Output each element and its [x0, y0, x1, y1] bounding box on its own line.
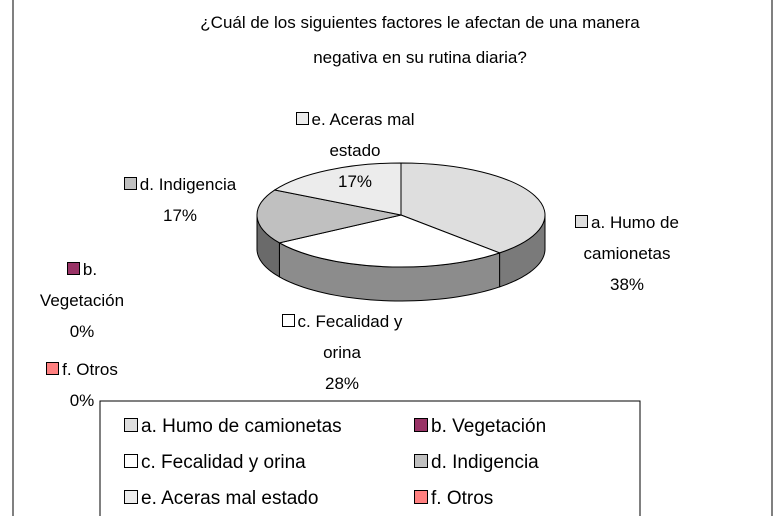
data-label-swatch [575, 215, 589, 228]
chart-frame [12, 0, 773, 516]
data-label: a. Humo de camionetas 38% [552, 207, 702, 300]
legend-swatch [414, 454, 428, 468]
legend-swatch [124, 454, 138, 468]
pie-slice [400, 162, 546, 254]
data-label-value: 28% [324, 374, 360, 393]
data-label: d. Indigencia 17% [95, 169, 265, 231]
legend-item: d. Indigencia [414, 452, 539, 474]
legend-label: c. Fecalidad y orina [141, 452, 306, 473]
data-label-value: 38% [609, 275, 645, 294]
legend-swatch [124, 418, 138, 432]
data-label-name: b. Vegetación [39, 260, 125, 310]
data-label-name: e. Aceras mal estado [311, 110, 415, 160]
legend-item: e. Aceras mal estado [124, 488, 318, 510]
data-label-name: f. Otros [62, 360, 118, 379]
legend-label: f. Otros [431, 488, 494, 509]
data-label: f. Otros 0% [22, 354, 142, 416]
data-label-swatch [66, 262, 80, 275]
legend-swatch [124, 490, 138, 504]
data-label: c. Fecalidad y orina 28% [267, 306, 417, 399]
data-label-name: d. Indigencia [139, 175, 237, 194]
data-label-swatch [46, 362, 60, 375]
data-label-swatch [123, 177, 137, 190]
chart-title: ¿Cuál de los siguientes factores le afec… [200, 13, 640, 67]
data-label-value: 17% [162, 206, 198, 225]
pie-slice [278, 214, 502, 268]
legend-frame [99, 400, 641, 516]
data-label: e. Aceras mal estado 17% [280, 104, 430, 197]
legend-item: b. Vegetación [414, 416, 546, 438]
legend-item: c. Fecalidad y orina [124, 452, 306, 474]
legend-label: a. Humo de camionetas [141, 416, 342, 437]
data-label-name: a. Humo de camionetas [583, 213, 679, 263]
data-label: b. Vegetación 0% [27, 254, 137, 347]
data-label-name: c. Fecalidad y orina [297, 312, 403, 362]
pie-slice [273, 162, 402, 216]
legend-item: a. Humo de camionetas [124, 416, 342, 438]
data-label-value: 17% [337, 172, 373, 191]
legend-label: d. Indigencia [431, 452, 539, 473]
legend-label: e. Aceras mal estado [141, 488, 319, 509]
data-label-swatch [295, 112, 309, 125]
legend-swatch [414, 490, 428, 504]
legend-swatch [414, 418, 428, 432]
data-label-value: 0% [69, 322, 95, 341]
legend-label: b. Vegetación [431, 416, 547, 437]
data-label-value: 0% [69, 391, 95, 410]
data-label-swatch [281, 314, 295, 327]
pie-slice [256, 189, 402, 244]
legend-item: f. Otros [414, 488, 493, 510]
